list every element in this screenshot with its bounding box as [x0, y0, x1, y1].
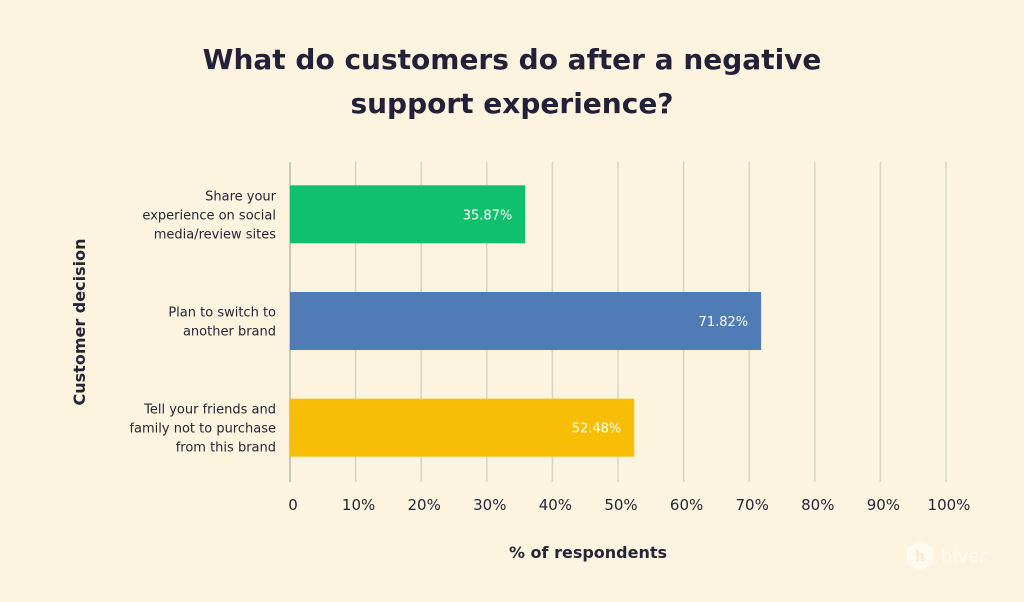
- y-axis-title: Customer decision: [70, 239, 89, 406]
- bar: [290, 398, 635, 457]
- category-label: another brand: [183, 325, 276, 340]
- bar: [290, 292, 762, 350]
- category-label: Share your: [205, 189, 277, 204]
- category-label: experience on social: [142, 208, 276, 223]
- x-tick-label: 0: [288, 496, 298, 514]
- x-tick-label: 70%: [736, 496, 769, 514]
- data-label: 35.87%: [463, 208, 513, 223]
- chart-title-line-2: support experience?: [350, 87, 674, 120]
- category-label: family not to purchase: [129, 422, 276, 437]
- x-tick-label: 10%: [342, 496, 375, 514]
- x-tick-label: 80%: [801, 496, 834, 514]
- x-tick-label: 60%: [670, 496, 703, 514]
- data-label: 71.82%: [699, 315, 749, 330]
- brand-logo: h hiver: [905, 540, 987, 572]
- data-label: 52.48%: [572, 422, 622, 437]
- x-tick-label: 50%: [604, 496, 637, 514]
- chart-title-line-1: What do customers do after a negative: [202, 43, 822, 76]
- category-label: from this brand: [176, 441, 276, 456]
- category-label: Tell your friends and: [143, 403, 276, 418]
- hiver-hexagon-logo-icon: h: [907, 541, 933, 571]
- x-tick-label: 90%: [867, 496, 900, 514]
- x-tick-label: 100%: [928, 496, 971, 514]
- x-tick-label: 40%: [539, 496, 572, 514]
- brand-name: hiver: [941, 545, 987, 567]
- category-label: media/review sites: [154, 227, 276, 242]
- x-tick-label: 30%: [473, 496, 506, 514]
- svg-text:h: h: [915, 549, 925, 565]
- x-axis-title: % of respondents: [509, 543, 667, 562]
- bar: [290, 185, 526, 244]
- chart-title: What do customers do after a negative su…: [0, 38, 1024, 126]
- x-tick-label: 20%: [408, 496, 441, 514]
- category-label: Plan to switch to: [168, 306, 276, 321]
